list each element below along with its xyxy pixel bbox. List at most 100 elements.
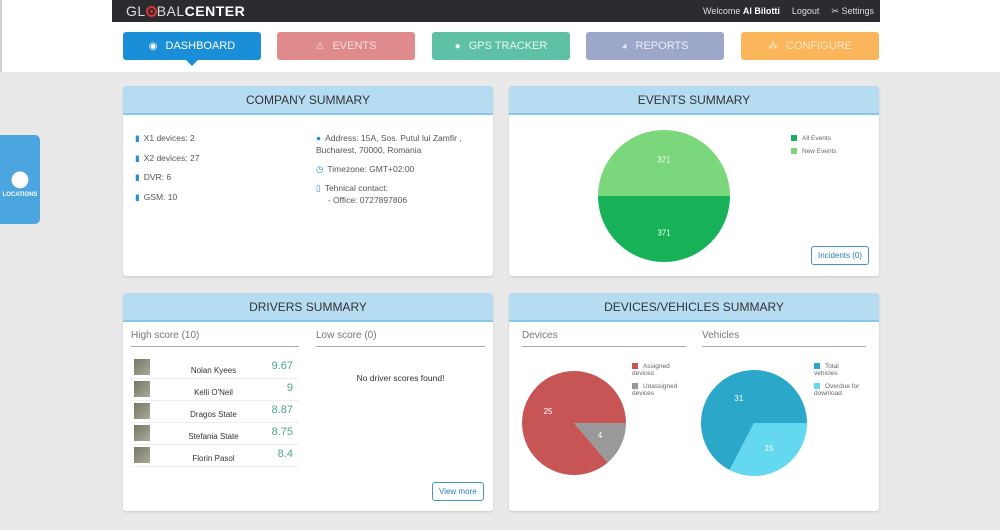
legend-label: Assigned devices	[632, 363, 670, 377]
device-text: X1 devices: 2	[143, 133, 195, 143]
driver-score: 8.87	[271, 404, 293, 416]
panel-title: COMPANY SUMMARY	[123, 86, 493, 115]
panel-title: DRIVERS SUMMARY	[123, 293, 493, 322]
devices-heading: Devices	[522, 330, 686, 347]
driver-avatar	[134, 447, 150, 463]
driver-row[interactable]: Dragos State 8.87	[131, 401, 299, 423]
warning-icon: ⚠	[315, 40, 325, 52]
logo[interactable]: GL BALCENTER	[126, 3, 246, 19]
locations-label: LOCATIONS	[2, 192, 38, 198]
legend-label: Unassigned devices	[632, 383, 678, 397]
view-more-button[interactable]: View more	[432, 482, 484, 501]
clock-icon: ◷	[316, 164, 324, 174]
dashboard-icon: ◉	[148, 40, 158, 52]
nav-label: DASHBOARD	[165, 40, 236, 52]
legend-swatch	[632, 383, 638, 389]
devices-value-label: 4	[598, 431, 603, 440]
contact-label: Tehnical contact:	[324, 183, 389, 193]
active-indicator	[186, 60, 198, 66]
driver-score: 8.4	[277, 448, 293, 460]
driver-name: Stefania State	[188, 432, 239, 441]
device-text: GSM: 10	[143, 192, 178, 202]
panel-title: DEVICES/VEHICLES SUMMARY	[509, 293, 879, 322]
address: ● Address: 15A, Sos. Putul lui Zamfir , Bu…	[316, 132, 462, 156]
legend-label: Total vehicles	[814, 363, 839, 377]
driver-name: Dragos State	[190, 410, 237, 419]
vehicles-value-label: 31	[734, 394, 743, 403]
device-icon: ▮	[135, 153, 140, 163]
settings-label: Settings	[841, 6, 874, 16]
nav-dashboard[interactable]: ◉ DASHBOARD	[123, 32, 261, 60]
legend-item: New Events	[791, 148, 837, 155]
legend-swatch	[632, 363, 638, 369]
nav-reports[interactable]: ◕ REPORTS	[586, 32, 724, 60]
devices-slice[interactable]	[522, 371, 626, 476]
vehicles-value-label: 15	[765, 444, 774, 453]
map-marker-icon: ●	[316, 133, 322, 143]
device-icon: ▮	[135, 133, 140, 143]
device-icon: ▮	[135, 172, 140, 182]
nav-label: GPS TRACKER	[468, 40, 548, 52]
nav-label: CONFIGURE	[786, 40, 852, 52]
office-phone: - Office: 0727897806	[327, 195, 408, 205]
legend-item: Unassigned devices	[632, 383, 690, 397]
device-count: ▮ X2 devices: 27	[135, 152, 199, 164]
welcome-label: Welcome	[703, 6, 741, 16]
driver-avatar	[134, 403, 150, 419]
device-count: ▮ DVR: 6	[135, 171, 171, 183]
driver-row[interactable]: Florin Pasol 8.4	[131, 445, 299, 467]
driver-name: Florin Pasol	[192, 454, 235, 463]
vehicles-heading: Vehicles	[702, 330, 866, 347]
nav-events[interactable]: ⚠ EVENTS	[277, 32, 415, 60]
legend-swatch	[814, 363, 820, 369]
map-pin-icon: ●	[454, 40, 461, 52]
driver-avatar	[134, 381, 150, 397]
high-score-heading: High score (10)	[131, 330, 299, 347]
driver-avatar	[134, 425, 150, 441]
driver-row[interactable]: Kelli O'Neil 9	[131, 379, 299, 401]
nav-configure[interactable]: ⁂ CONFIGURE	[741, 32, 879, 60]
address-line: Address: 15A, Sos. Putul lui Zamfir ,	[325, 133, 462, 143]
events-value-label: 371	[657, 228, 671, 237]
device-text: X2 devices: 27	[143, 153, 200, 163]
panel-title: EVENTS SUMMARY	[509, 86, 879, 115]
driver-row[interactable]: Stefania State 8.75	[131, 423, 299, 445]
wrench-icon: ✂	[831, 6, 839, 16]
legend-label: New Events	[802, 148, 837, 155]
nav-label: REPORTS	[635, 40, 689, 52]
settings-link[interactable]: ✂ Settings	[831, 6, 874, 17]
driver-row[interactable]: Nolan Kyees 9.67	[131, 357, 299, 379]
nav-gps-tracker[interactable]: ● GPS TRACKER	[432, 32, 570, 60]
events-slice[interactable]	[598, 130, 730, 196]
driver-score: 9	[286, 382, 293, 394]
device-icon: ▮	[135, 192, 140, 202]
legend-label: Overdue for download	[814, 383, 860, 397]
driver-name: Kelli O'Neil	[194, 388, 233, 397]
locations-tab[interactable]: ⬤ LOCATIONS	[0, 135, 40, 224]
no-scores-message: No driver scores found!	[356, 373, 445, 383]
driver-avatar	[134, 359, 150, 375]
legend-swatch	[791, 148, 797, 154]
device-count: ▮ X1 devices: 2	[135, 132, 195, 144]
events-slice[interactable]	[598, 196, 730, 262]
top-bar: GL BALCENTER Welcome Al Bilotti Logout ✂ …	[112, 0, 880, 22]
address-line: Bucharest, 70000, Romania	[316, 145, 422, 155]
device-text: DVR: 6	[143, 172, 172, 182]
vehicles-slice[interactable]	[729, 423, 807, 476]
technical-contact: ▯ Tehnical contact: - Office: 0727897806	[316, 182, 407, 206]
events-value-label: 371	[657, 156, 671, 165]
incidents-button[interactable]: Incidents (0)	[811, 246, 870, 265]
devices-slice[interactable]	[574, 422, 627, 463]
legend-item: All Events	[791, 135, 831, 142]
drivers-summary-panel: DRIVERS SUMMARY High score (10) Low scor…	[123, 293, 493, 511]
driver-name: Nolan Kyees	[190, 366, 237, 375]
legend-item: Total vehicles	[814, 363, 864, 377]
user-name: Al Bilotti	[742, 6, 780, 16]
company-summary-panel: COMPANY SUMMARY ▮ X1 devices: 2 ▮ X2 devic…	[123, 86, 493, 276]
driver-score: 9.67	[271, 360, 293, 372]
logout-link[interactable]: Logout	[791, 6, 820, 16]
phone-icon: ▯	[316, 183, 321, 193]
welcome-text: Welcome Al Bilotti	[703, 6, 780, 17]
vehicles-slice[interactable]	[701, 369, 807, 471]
